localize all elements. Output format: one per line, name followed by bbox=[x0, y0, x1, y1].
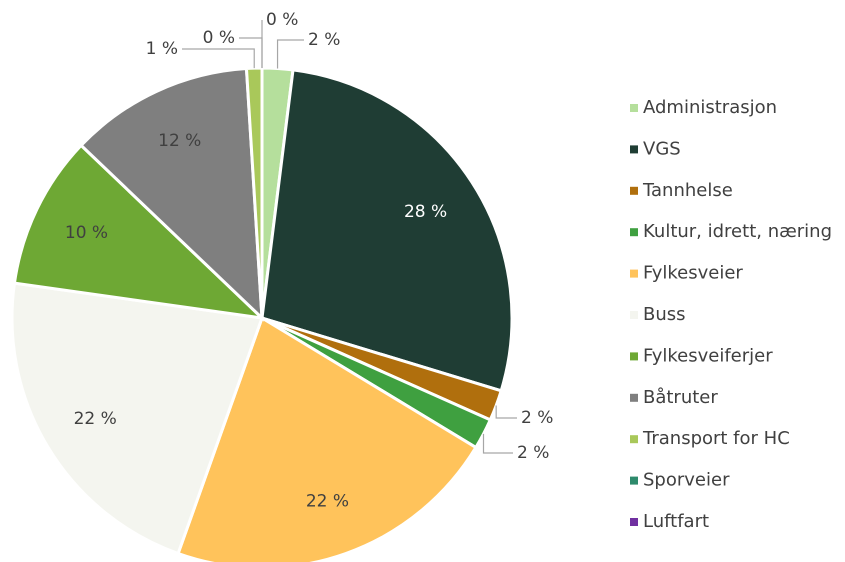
data-label: 10 % bbox=[65, 223, 108, 243]
legend-label: Fylkesveier bbox=[643, 263, 743, 284]
data-label: 1 % bbox=[146, 39, 178, 59]
legend-label: VGS bbox=[643, 138, 681, 159]
data-label: 2 % bbox=[521, 408, 553, 428]
legend-swatch bbox=[630, 145, 638, 154]
legend-swatch bbox=[630, 352, 638, 361]
data-label: 2 % bbox=[308, 30, 340, 50]
legend-swatch bbox=[630, 435, 638, 444]
data-label: 0 % bbox=[203, 28, 235, 48]
legend-label: Båtruter bbox=[643, 387, 718, 408]
legend-swatch bbox=[630, 476, 638, 485]
leader-line bbox=[495, 405, 517, 419]
data-label: 2 % bbox=[517, 443, 549, 463]
legend-swatch bbox=[630, 393, 638, 402]
legend-label: Tannhelse bbox=[642, 180, 733, 201]
legend-swatch bbox=[630, 311, 638, 319]
legend-label: Fylkesveiferjer bbox=[643, 345, 773, 366]
legend-swatch bbox=[630, 186, 638, 195]
legend-label: Transport for HC bbox=[642, 428, 790, 449]
legend-label: Administrasjon bbox=[643, 97, 777, 118]
data-label: 28 % bbox=[404, 202, 447, 222]
data-label: 22 % bbox=[74, 409, 117, 429]
data-label: 12 % bbox=[158, 131, 201, 151]
leader-line bbox=[239, 37, 263, 68]
legend-swatch bbox=[630, 518, 638, 526]
legend-label: Luftfart bbox=[643, 511, 709, 532]
pie-slice bbox=[79, 66, 264, 322]
leader-line bbox=[482, 433, 513, 454]
legend-label: Kultur, idrett, næring bbox=[643, 221, 832, 242]
pie-slice bbox=[10, 281, 265, 556]
data-label: 0 % bbox=[266, 10, 298, 30]
pie-slice bbox=[12, 143, 267, 321]
data-label: 22 % bbox=[306, 492, 349, 512]
leader-line bbox=[276, 39, 304, 69]
leader-line bbox=[182, 48, 255, 69]
legend-label: Sporveier bbox=[643, 470, 730, 491]
legend-label: Buss bbox=[643, 304, 686, 325]
pie-slice bbox=[176, 315, 478, 562]
legend-swatch bbox=[630, 228, 638, 237]
legend-swatch bbox=[630, 104, 638, 112]
pie-slice bbox=[260, 68, 514, 393]
legend-swatch bbox=[630, 269, 638, 278]
